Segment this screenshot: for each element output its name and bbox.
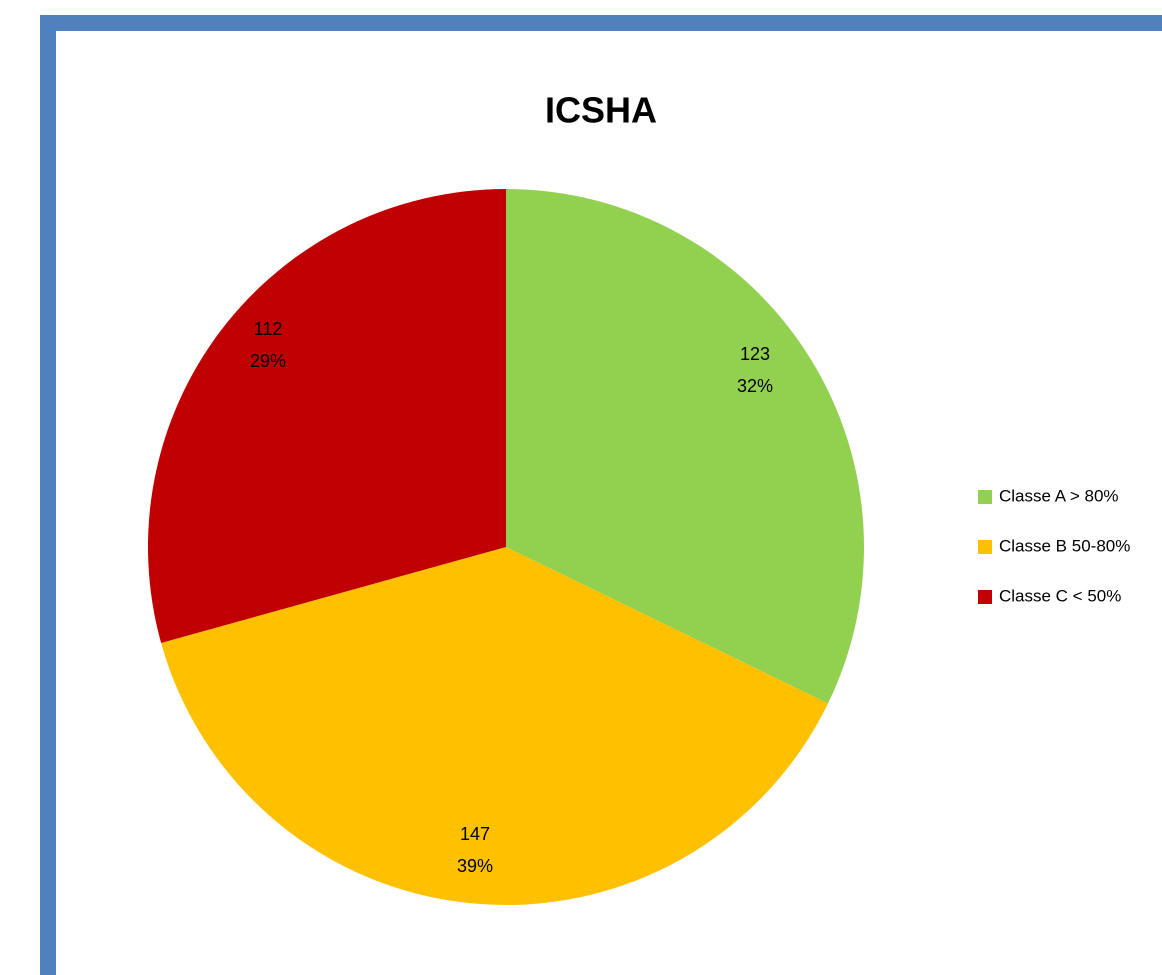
data-label: 147 [460, 824, 490, 844]
legend-swatch [978, 590, 992, 604]
percent-label: 39% [457, 856, 493, 876]
legend-label: Classe A > 80% [999, 486, 1119, 505]
pie-slice [161, 547, 828, 905]
legend-label: Classe B 50-80% [999, 536, 1130, 555]
pie-slice [147, 189, 506, 643]
legend-swatch [978, 490, 992, 504]
data-label: 112 [254, 319, 283, 339]
percent-label: 32% [737, 376, 773, 396]
percent-label: 29% [250, 351, 286, 371]
pie-slice [506, 189, 864, 704]
legend-label: Classe C < 50% [999, 586, 1121, 605]
chart-title: ICSHA [545, 90, 657, 131]
data-label: 123 [740, 344, 770, 364]
legend-swatch [978, 540, 992, 554]
